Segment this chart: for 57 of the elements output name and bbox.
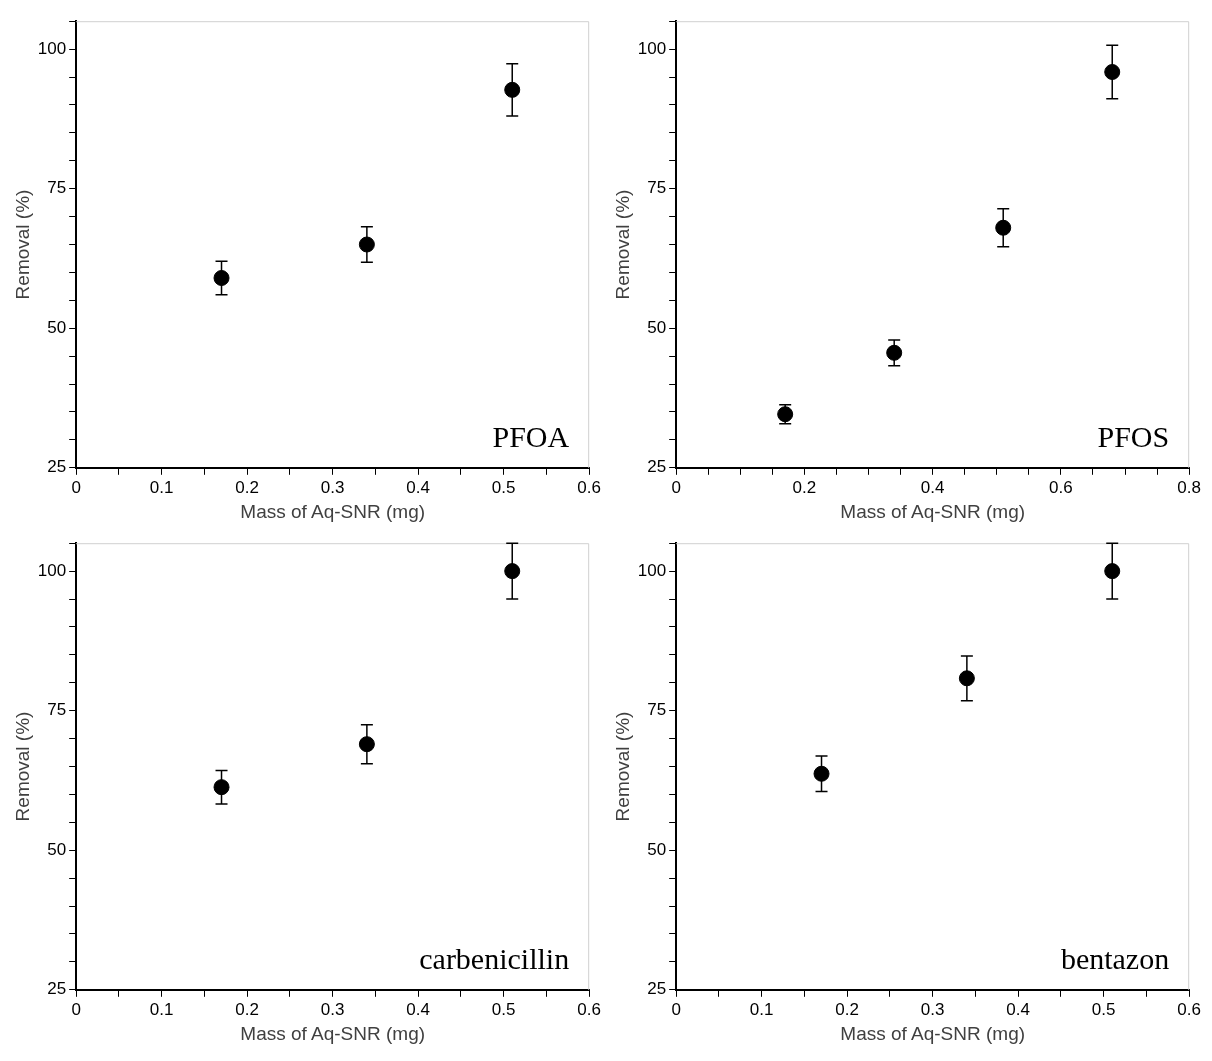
y-axis-title: Removal (%) [11,711,33,822]
x-axis-title: Mass of Aq-SNR (mg) [240,500,426,522]
x-tick-label: 0.3 [320,999,345,1019]
y-tick-label: 75 [47,700,67,720]
x-tick-label: 0.4 [406,477,430,497]
point [813,765,830,782]
x-tick-label: 0.5 [1091,999,1116,1019]
y-axis-title: Removal (%) [611,189,633,300]
y-tick-label: 100 [637,560,667,580]
x-tick-label: 0.1 [749,999,774,1019]
annotation: carbenicillin [419,941,570,975]
x-tick-label: 0 [671,477,681,497]
y-tick-label: 100 [37,38,67,58]
x-tick-label: 0.1 [149,477,174,497]
y-tick-label: 50 [47,839,67,859]
y-tick-label: 50 [47,317,67,337]
y-tick-label: 75 [647,700,667,720]
y-tick-label: 100 [37,560,67,580]
x-tick-label: 0.2 [235,477,259,497]
x-tick-label: 0.5 [491,477,516,497]
annotation: PFOS [1097,419,1170,453]
x-tick-label: 0 [71,477,81,497]
y-tick-label: 75 [47,178,67,198]
y-tick-label: 25 [647,457,667,477]
x-tick-label: 0.6 [1049,477,1073,497]
y-tick-label: 25 [47,457,67,477]
x-tick-label: 0.2 [792,477,817,497]
x-tick-label: 0.3 [320,477,345,497]
x-tick-label: 0.6 [577,999,601,1019]
x-tick-label: 0.5 [491,999,516,1019]
x-tick-label: 0.3 [920,999,945,1019]
point [213,270,230,286]
annotation: PFOA [492,419,570,453]
x-tick-label: 0.1 [149,999,174,1019]
y-tick-label: 50 [647,317,667,337]
annotation: bentazon [1060,941,1170,975]
x-tick-label: 0.6 [1177,999,1201,1019]
x-tick-label: 0.6 [577,477,601,497]
x-tick-label: 0.8 [1177,477,1201,497]
x-tick-label: 0 [671,999,681,1019]
x-axis-title: Mass of Aq-SNR (mg) [840,500,1026,522]
y-tick-label: 50 [647,839,667,859]
y-tick-label: 75 [647,178,667,198]
x-tick-label: 0.4 [406,999,430,1019]
x-tick-label: 0 [71,999,81,1019]
y-axis-title: Removal (%) [11,189,33,300]
y-axis-title: Removal (%) [611,711,633,822]
y-tick-label: 25 [647,979,667,999]
y-tick-label: 25 [47,979,67,999]
x-tick-label: 0.2 [235,999,259,1019]
x-axis-title: Mass of Aq-SNR (mg) [840,1022,1026,1044]
x-axis-title: Mass of Aq-SNR (mg) [240,1022,426,1044]
y-tick-label: 100 [637,38,667,58]
x-tick-label: 0.4 [1006,999,1030,1019]
point [213,779,230,796]
x-tick-label: 0.4 [920,477,945,497]
x-tick-label: 0.2 [835,999,859,1019]
